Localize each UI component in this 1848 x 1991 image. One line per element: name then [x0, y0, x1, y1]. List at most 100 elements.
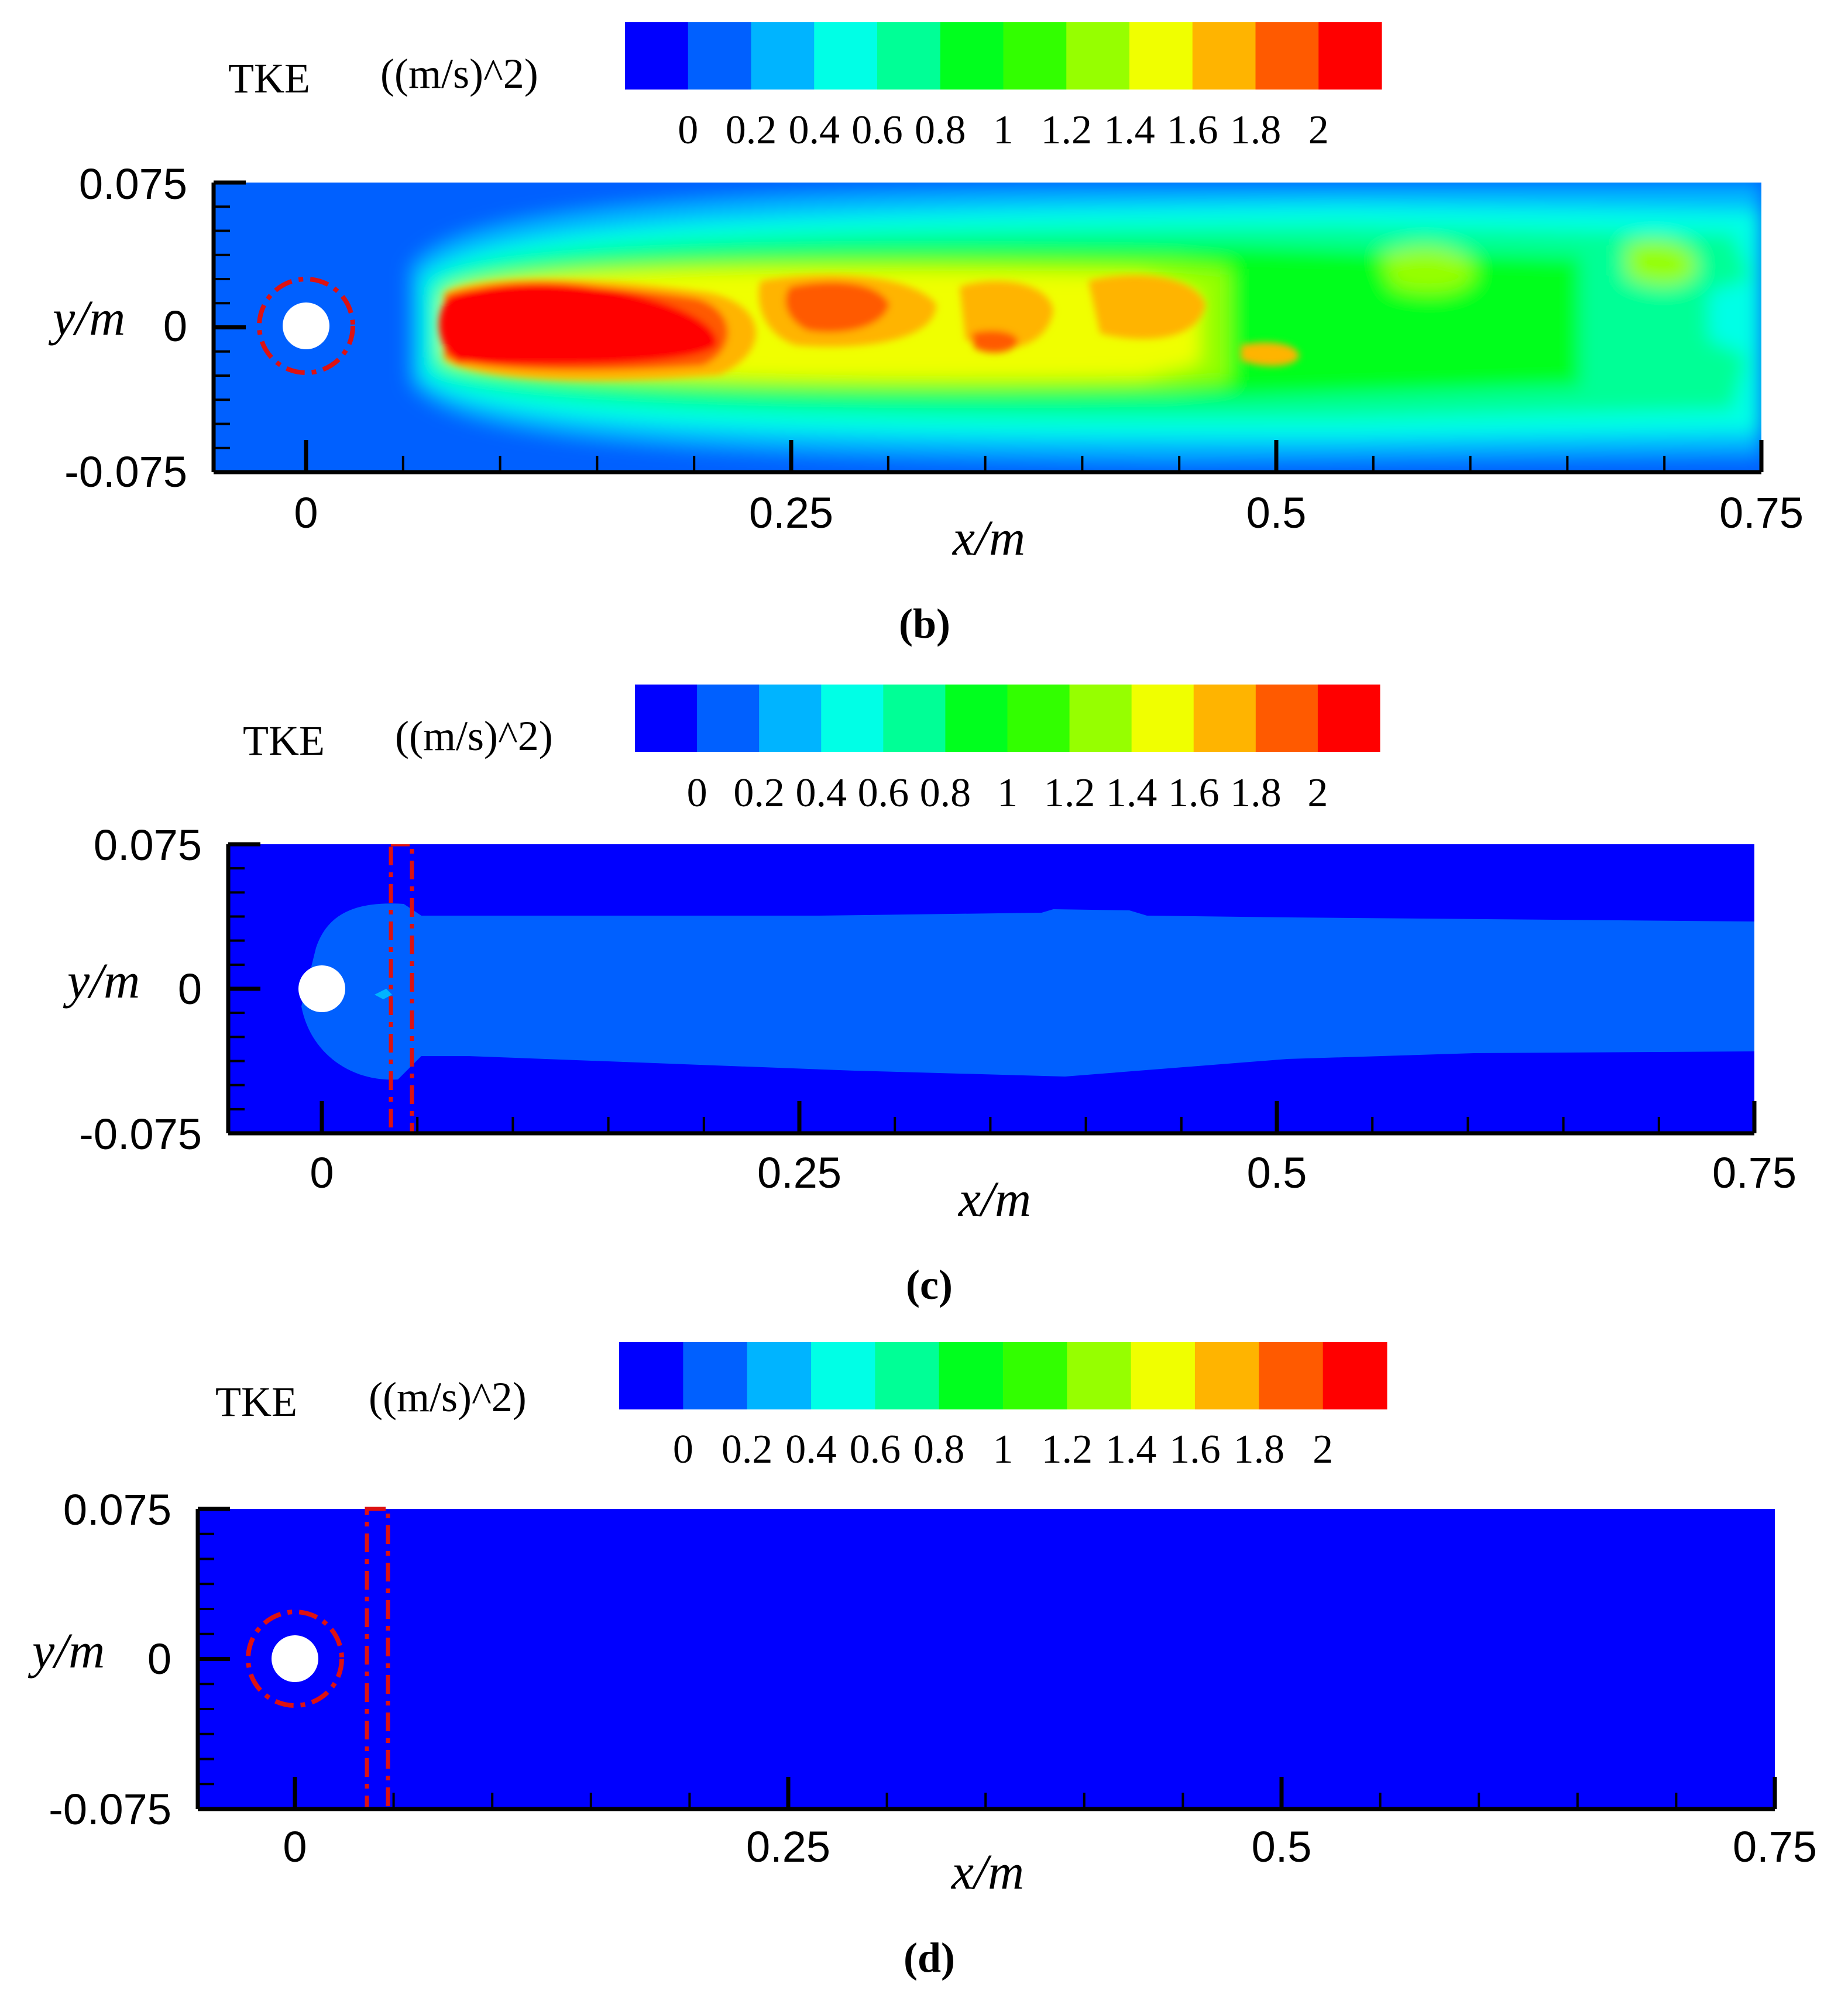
colorbar-d: 0 0.2 0.4 0.6 0.8 1 1.2 1.4 1.6 1.8 2 — [619, 1342, 1387, 1472]
colorbar-unit: ((m/s)^2) — [369, 1374, 527, 1421]
colorbar-swatch — [1066, 22, 1130, 90]
colorbar-unit: ((m/s)^2) — [380, 50, 538, 97]
y-tick-label-bottom: -0.075 — [79, 1110, 202, 1158]
colorbar-swatch — [945, 685, 1008, 752]
colorbar-tick-label: 1.4 — [1105, 1427, 1157, 1472]
colorbar-tick-label: 0.2 — [722, 1427, 773, 1472]
colorbar-tick-label: 1.8 — [1230, 108, 1282, 153]
colorbar-tick-label: 0 — [673, 1427, 693, 1472]
colorbar-swatch — [747, 1342, 812, 1409]
colorbar-swatch — [1255, 22, 1319, 90]
colorbar-swatch — [883, 685, 946, 752]
colorbar-swatch — [940, 22, 1004, 90]
reference-circle — [246, 1610, 344, 1708]
x-axis-label: x/m — [950, 1844, 1024, 1900]
ticks-d: 0 0.25 0.5 0.75 — [198, 1507, 1817, 1871]
colorbar-tick-label: 0.8 — [920, 771, 971, 816]
colorbar-swatch — [1003, 22, 1067, 90]
colorbar-tick-label: 1.6 — [1169, 1427, 1221, 1472]
x-tick-label: 0.5 — [1246, 489, 1307, 537]
x-tick-label: 0 — [294, 489, 318, 537]
colorbar-tick-label: 2 — [1307, 771, 1328, 816]
y-tick-label-zero: 0 — [163, 302, 187, 350]
y-tick-label-zero: 0 — [147, 1635, 171, 1683]
cylinder — [298, 965, 345, 1012]
x-tick-label: 0.25 — [746, 1822, 830, 1871]
y-tick-label-bottom: -0.075 — [64, 448, 187, 496]
y-axis-label: y/m — [63, 952, 140, 1009]
tke-field-d — [198, 1507, 1775, 1811]
colorbar-swatch — [635, 685, 698, 752]
y-tick-label-top: 0.075 — [94, 821, 202, 869]
colorbar-tick-label: 0.8 — [913, 1427, 965, 1472]
colorbar-swatch — [814, 22, 878, 90]
colorbar-swatch — [1195, 1342, 1259, 1409]
colorbar-c: 0 0.2 0.4 0.6 0.8 1 1.2 1.4 1.6 1.8 2 — [635, 685, 1380, 816]
colorbar-swatch — [1192, 22, 1256, 90]
colorbar-swatch — [1007, 685, 1070, 752]
colorbar-swatch — [1129, 22, 1193, 90]
y-tick-label-bottom: -0.075 — [49, 1785, 171, 1834]
reference-box — [365, 1507, 390, 1811]
colorbar-tick-label: 2 — [1313, 1427, 1333, 1472]
colorbar-swatch — [697, 685, 760, 752]
colorbar-tick-label: 0.4 — [785, 1427, 837, 1472]
colorbar-swatch — [811, 1342, 875, 1409]
x-axis-label: x/m — [952, 510, 1025, 566]
colorbar-tick-label: 1 — [993, 108, 1014, 153]
tke-field-c — [228, 844, 1754, 1133]
colorbar-swatch — [625, 22, 689, 90]
panel-label-c: (c) — [906, 1261, 953, 1308]
panel-d: TKE ((m/s)^2) 0 0.2 0.4 0.6 0.8 1 1.2 1.4 1.6 1.8… — [28, 1342, 1817, 1981]
colorbar-tick-label: 2 — [1308, 108, 1329, 153]
colorbar-title: TKE — [228, 55, 310, 102]
x-tick-label: 0 — [310, 1148, 334, 1197]
y-tick-label-zero: 0 — [178, 965, 202, 1013]
colorbar-tick-label: 0.2 — [726, 108, 777, 153]
colorbar-tick-label: 1 — [997, 771, 1018, 816]
x-tick-label: 0.75 — [1733, 1822, 1817, 1871]
colorbar-tick-label: 1.2 — [1041, 108, 1093, 153]
panel-label-b: (b) — [899, 600, 950, 647]
colorbar-swatch — [1323, 1342, 1387, 1409]
colorbar-tick-label: 1.6 — [1168, 771, 1220, 816]
colorbar-tick-label: 1.4 — [1104, 108, 1155, 153]
colorbar-swatch — [1131, 685, 1194, 752]
panel-c: TKE ((m/s)^2) 0 0.2 0.4 0.6 0.8 1 1.2 1.4 1.6 1.8… — [63, 685, 1797, 1308]
y-tick-label-top: 0.075 — [79, 160, 187, 208]
reference-box — [389, 844, 414, 1133]
colorbar-tick-label: 1.8 — [1230, 771, 1282, 816]
ticks-b: 0 0.25 0.5 0.75 — [214, 180, 1804, 537]
colorbar-swatch — [1318, 22, 1382, 90]
colorbar-title: TKE — [215, 1378, 297, 1425]
y-axis-label: y/m — [28, 1622, 105, 1679]
colorbar-swatch — [1069, 685, 1132, 752]
colorbar-tick-label: 0.6 — [850, 1427, 901, 1472]
colorbar-tick-label: 0.6 — [858, 771, 909, 816]
colorbar-swatch — [1193, 685, 1256, 752]
colorbar-tick-label: 1.4 — [1106, 771, 1157, 816]
colorbar-tick-label: 1.2 — [1042, 1427, 1093, 1472]
colorbar-tick-label: 0.4 — [789, 108, 840, 153]
colorbar-swatch — [759, 685, 822, 752]
colorbar-swatch — [1131, 1342, 1196, 1409]
x-tick-label: 0.75 — [1719, 489, 1804, 537]
colorbar-tick-label: 0.8 — [915, 108, 966, 153]
y-axis-label: y/m — [48, 290, 125, 346]
ticks-c: 0 0.25 0.5 0.75 — [228, 842, 1797, 1197]
x-tick-label: 0.75 — [1712, 1148, 1797, 1197]
x-tick-label: 0.5 — [1252, 1822, 1312, 1871]
colorbar-tick-label: 0.6 — [851, 108, 903, 153]
x-tick-label: 0 — [283, 1822, 307, 1871]
colorbar-swatch — [688, 22, 751, 90]
colorbar-swatch — [1317, 685, 1380, 752]
colorbar-tick-label: 0.2 — [733, 771, 785, 816]
colorbar-tick-label: 1.2 — [1044, 771, 1095, 816]
colorbar-tick-label: 1 — [993, 1427, 1014, 1472]
colorbar-swatch — [877, 22, 941, 90]
colorbar-unit: ((m/s)^2) — [395, 713, 553, 759]
cylinder — [283, 302, 329, 349]
colorbar-tick-label: 1.6 — [1167, 108, 1218, 153]
x-axis-label: x/m — [957, 1171, 1031, 1227]
